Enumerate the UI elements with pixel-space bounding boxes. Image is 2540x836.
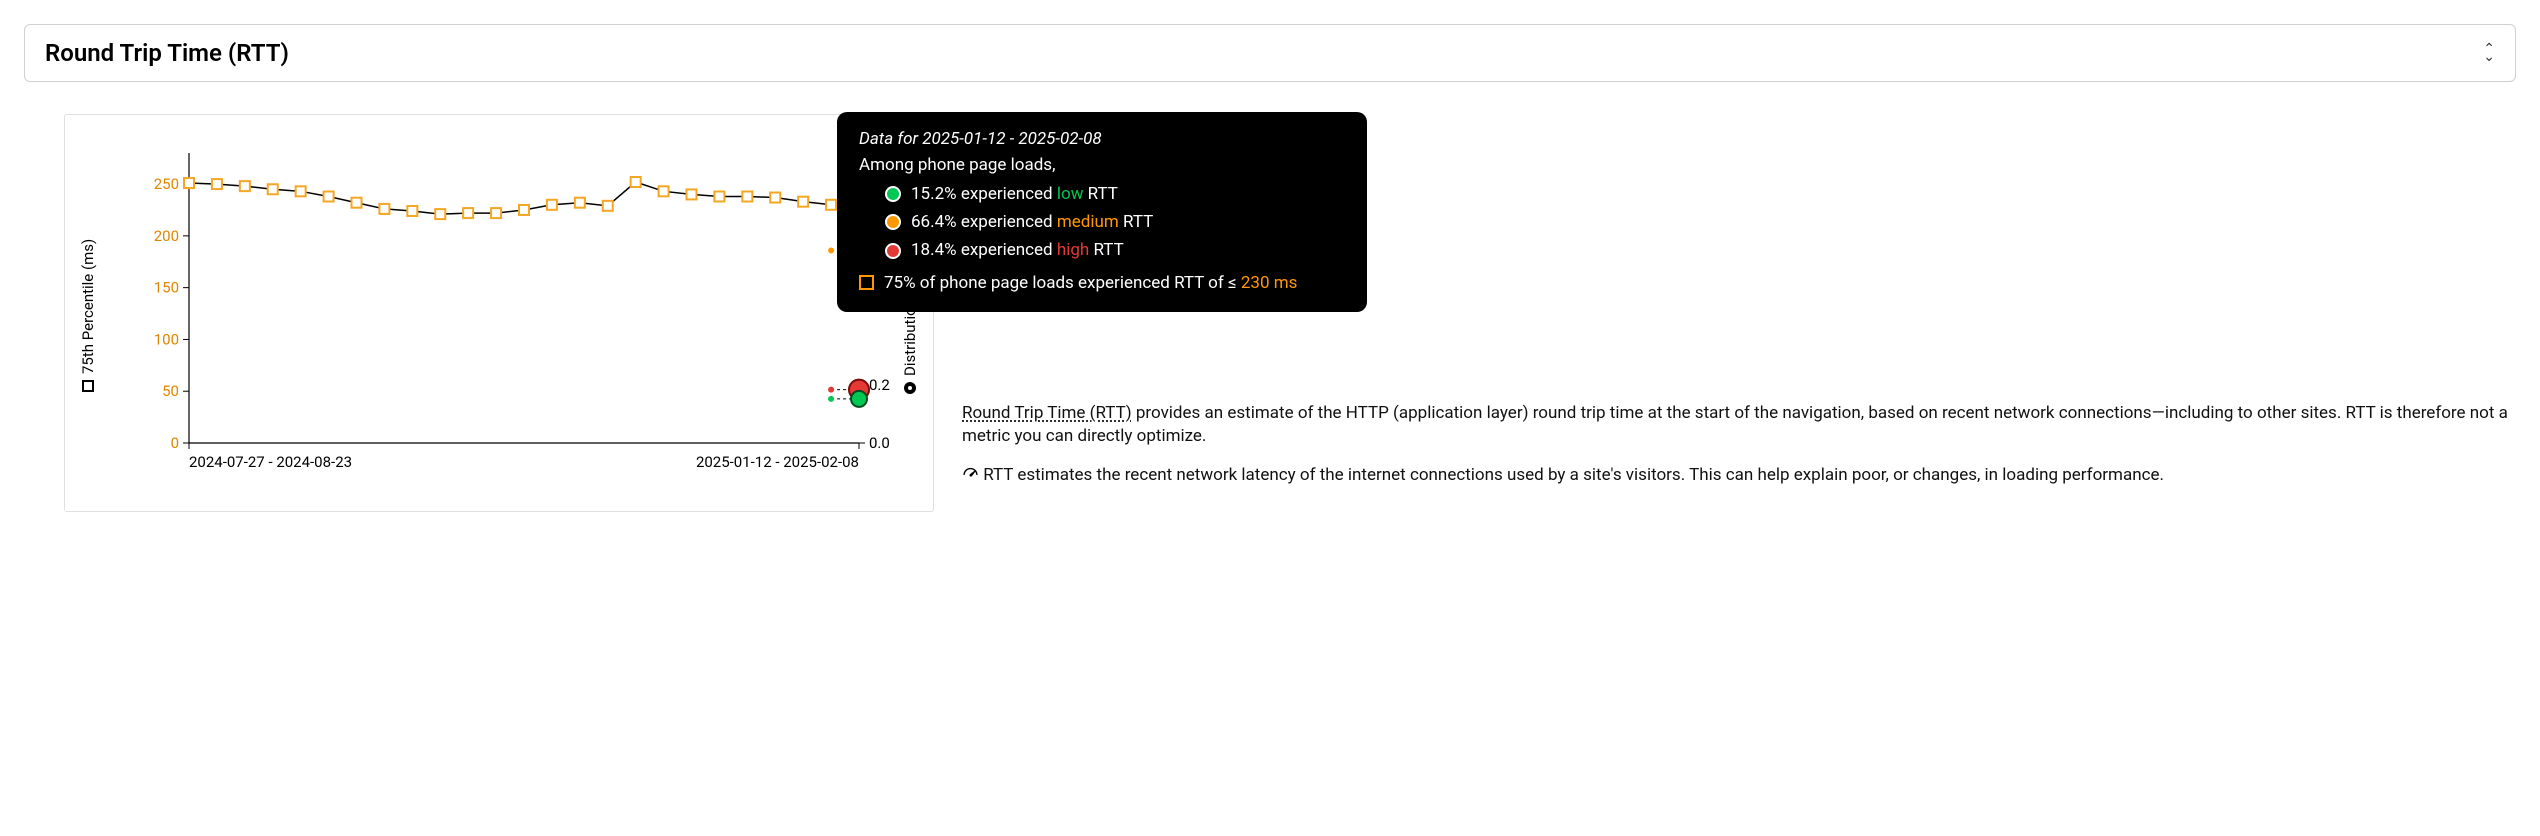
rtt-definition-link[interactable]: Round Trip Time (RTT) xyxy=(962,403,1132,423)
chart-tooltip: Data for 2025-01-12 - 2025-02-08 Among p… xyxy=(837,112,1367,312)
svg-text:0.2: 0.2 xyxy=(869,376,890,394)
tooltip-subheader: Among phone page loads, xyxy=(859,152,1345,178)
chevron-updown-icon: ⌃⌄ xyxy=(2483,45,2495,62)
metric-selector-title: Round Trip Time (RTT) xyxy=(45,39,289,67)
svg-text:200: 200 xyxy=(154,227,179,245)
speedometer-icon xyxy=(962,465,979,482)
tooltip-row-low: 15.2% experienced low RTT xyxy=(859,181,1345,207)
description-paragraph-2: RTT estimates the recent network latency… xyxy=(962,464,2516,487)
tooltip-row-medium: 66.4% experienced medium RTT xyxy=(859,209,1345,235)
svg-text:2025-01-12 - 2025-02-08: 2025-01-12 - 2025-02-08 xyxy=(696,453,859,471)
svg-text:100: 100 xyxy=(154,330,179,348)
description: Round Trip Time (RTT) provides an estima… xyxy=(962,402,2516,487)
tooltip-header: Data for 2025-01-12 - 2025-02-08 xyxy=(859,126,1345,152)
y-left-axis-label: 75th Percentile (ms) xyxy=(73,133,99,497)
dot-high-icon xyxy=(885,243,901,259)
tooltip-row-summary: 75% of phone page loads experienced RTT … xyxy=(859,270,1345,296)
chart-panel: 75th Percentile (ms) 0501001502002500.00… xyxy=(64,114,934,512)
svg-text:150: 150 xyxy=(154,279,179,297)
svg-text:2024-07-27 - 2024-08-23: 2024-07-27 - 2024-08-23 xyxy=(189,453,352,471)
svg-text:250: 250 xyxy=(154,175,179,193)
metric-selector[interactable]: Round Trip Time (RTT) ⌃⌄ xyxy=(24,24,2516,82)
square-open-icon xyxy=(859,275,874,290)
right-column: 75th Percentile (ms) Distribution (densi… xyxy=(962,114,2516,503)
main-layout: 75th Percentile (ms) 0501001502002500.00… xyxy=(24,114,2516,512)
dot-low-icon xyxy=(885,186,901,202)
svg-text:50: 50 xyxy=(162,382,179,400)
svg-text:0: 0 xyxy=(171,434,179,452)
rtt-chart[interactable]: 0 50 100 150 200 250 0.0 0.2 2024-07-27 - 2024-0… xyxy=(99,133,899,493)
square-open-icon xyxy=(82,380,94,392)
circle-target-icon xyxy=(904,382,916,394)
dot-medium-icon xyxy=(885,214,901,230)
description-paragraph-1: Round Trip Time (RTT) provides an estima… xyxy=(962,402,2516,448)
tooltip-row-high: 18.4% experienced high RTT xyxy=(859,237,1345,263)
svg-text:0.0: 0.0 xyxy=(869,434,890,452)
chart-svg-holder: 0 50 100 150 200 250 0.0 0.2 2024-07-27 - 2024-0… xyxy=(99,133,899,497)
